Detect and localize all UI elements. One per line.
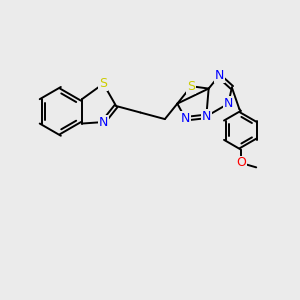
Text: N: N bbox=[224, 97, 233, 110]
Text: N: N bbox=[214, 69, 224, 82]
Text: S: S bbox=[187, 80, 195, 93]
Text: N: N bbox=[202, 110, 211, 123]
Text: N: N bbox=[99, 116, 108, 129]
Text: S: S bbox=[99, 77, 107, 90]
Text: O: O bbox=[236, 156, 246, 170]
Text: N: N bbox=[181, 112, 190, 125]
